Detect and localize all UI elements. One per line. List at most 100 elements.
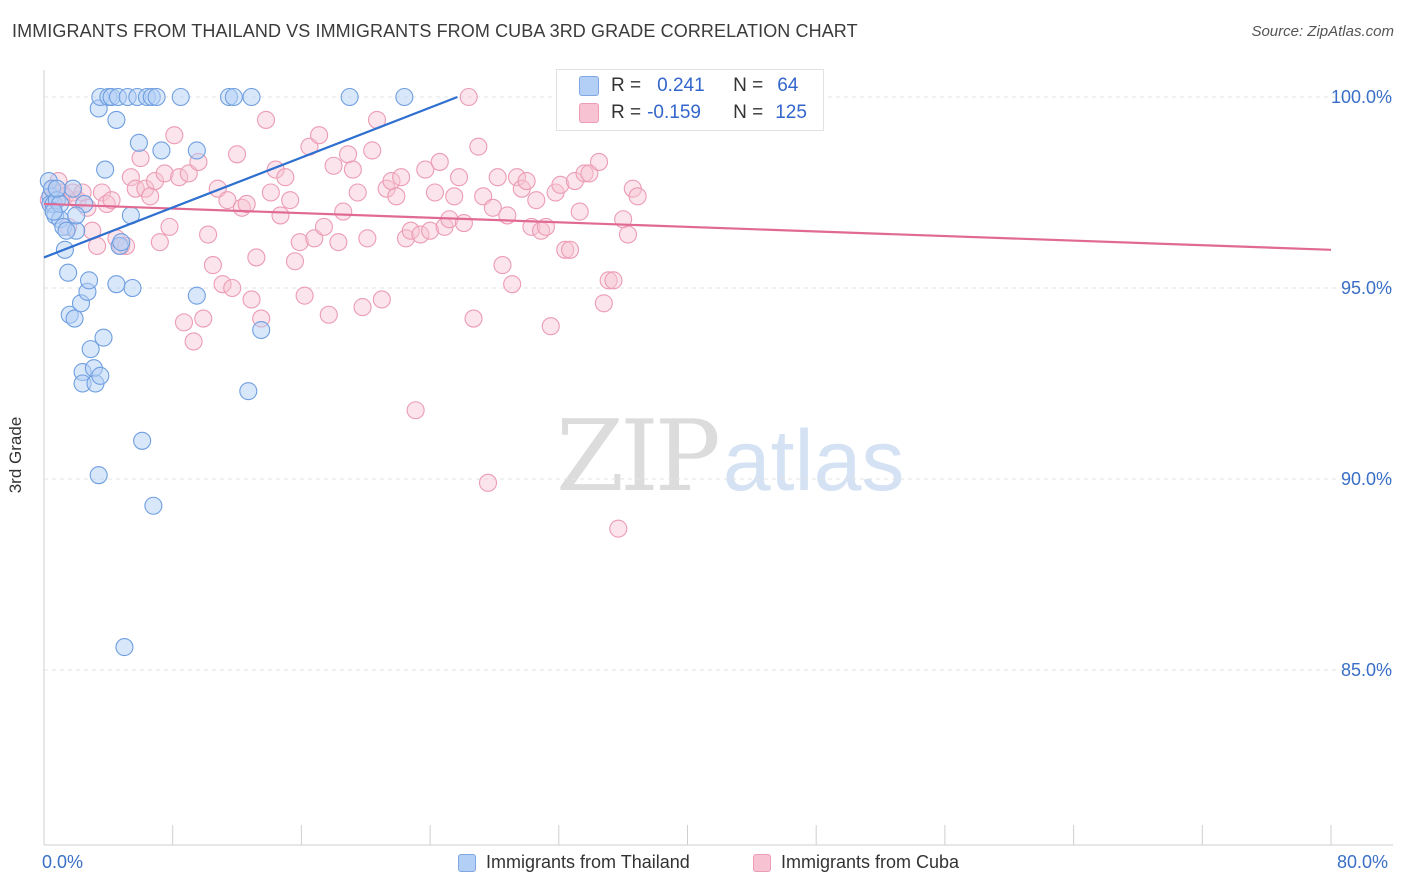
cuba-point [406, 401, 425, 420]
thailand-point [129, 133, 148, 152]
thailand-point [96, 160, 115, 179]
cuba-point [165, 126, 184, 145]
thailand-point [187, 286, 206, 305]
cuba-point [599, 271, 618, 290]
cuba-point [464, 309, 483, 328]
cuba-point [372, 290, 391, 309]
cuba-point [459, 87, 478, 107]
r-label: R = [611, 75, 642, 96]
cuba-point [488, 168, 507, 187]
cuba-point [218, 191, 237, 210]
series-thailand [39, 87, 414, 657]
cuba-point [276, 168, 295, 187]
cuba-point [411, 225, 430, 244]
cuba-point [589, 152, 609, 171]
thailand-point [91, 366, 110, 385]
cuba-point [242, 290, 261, 309]
trend-lines [43, 95, 1332, 259]
legend-item-cuba[interactable]: Immigrants from Cuba [753, 852, 959, 873]
thailand-point [340, 87, 359, 107]
thailand-point [65, 309, 84, 328]
y-tick-label-85: 85.0% [1340, 660, 1392, 680]
cuba-point [609, 519, 628, 538]
legend-swatch-cuba [753, 853, 771, 872]
cuba-point [450, 168, 469, 187]
cuba-point [92, 183, 111, 202]
cuba-point [618, 225, 638, 244]
stats-legend-box: R = 0.241 N = 64 R = -0.159 N = 125 [556, 69, 824, 131]
cuba-point [575, 164, 594, 183]
cuba-point [478, 473, 498, 492]
watermark: ZIPatlas [556, 400, 904, 514]
cuba-point [281, 191, 300, 210]
cuba-point [594, 294, 613, 313]
thailand-point [94, 328, 113, 347]
x-tick-label-min: 0.0% [42, 852, 84, 872]
thailand-point [107, 110, 126, 129]
legend-item-thailand[interactable]: Immigrants from Thailand [458, 852, 690, 873]
watermark-zip: ZIP [556, 400, 721, 514]
thailand-point [115, 638, 134, 657]
cuba-point [247, 248, 266, 267]
cuba-point [150, 233, 169, 252]
cuba-point [628, 187, 647, 206]
cuba-point [319, 305, 338, 324]
cuba-point [324, 156, 343, 175]
cuba-point [454, 214, 473, 233]
stats-row-cuba: R = -0.159 N = 125 [579, 100, 807, 126]
cuba-point [145, 171, 165, 191]
thailand-trend-line [43, 95, 458, 259]
cuba-point [565, 171, 584, 191]
thailand-n-value: 64 [777, 75, 799, 96]
cuba-point [290, 233, 309, 252]
cuba-swatch [579, 103, 599, 123]
cuba-point [194, 309, 213, 328]
n-label: N = [733, 75, 764, 96]
bottom-legend: Immigrants from Thailand Immigrants from… [0, 852, 1406, 878]
cuba-point [493, 256, 512, 275]
thailand-point [252, 320, 271, 340]
source-label: Source: ZipAtlas.com [1251, 23, 1394, 40]
axes [43, 70, 1393, 846]
thailand-point [239, 382, 258, 401]
watermark-atlas: atlas [722, 413, 905, 509]
cuba-point [604, 271, 623, 290]
cuba-point [517, 171, 536, 191]
cuba-point [551, 175, 570, 194]
series-cuba [39, 87, 647, 538]
cuba-point [223, 278, 242, 298]
cuba-point [425, 183, 444, 202]
thailand-point [395, 87, 414, 107]
cuba-point [295, 286, 314, 305]
cuba-point [343, 160, 362, 179]
cuba-point [570, 202, 589, 221]
cuba-point [430, 152, 449, 171]
thailand-point [79, 271, 99, 290]
cuba-point [329, 233, 348, 252]
cuba-point [416, 160, 435, 179]
r-label: R = [611, 102, 642, 123]
cuba-n-value: 125 [775, 102, 807, 123]
thailand-swatch [579, 76, 599, 96]
cuba-point [469, 137, 488, 156]
thailand-point [89, 466, 108, 485]
cuba-point [126, 179, 145, 198]
cuba-point [256, 110, 276, 129]
cuba-point [237, 194, 256, 214]
cuba-r-value: -0.159 [647, 102, 701, 123]
cuba-point [421, 221, 440, 240]
cuba-point [160, 217, 179, 236]
cuba-point [271, 206, 290, 225]
cuba-point [353, 298, 372, 317]
thailand-point [107, 275, 126, 294]
thailand-point [224, 87, 243, 107]
thailand-point [123, 278, 142, 298]
chart-title: IMMIGRANTS FROM THAILAND VS IMMIGRANTS F… [12, 21, 858, 41]
cuba-point [285, 252, 305, 271]
thailand-point [242, 87, 261, 107]
y-tick-label-90: 90.0% [1340, 469, 1392, 489]
thailand-point [67, 206, 86, 225]
cuba-point [334, 202, 353, 221]
y-tick-label-100: 100.0% [1330, 87, 1392, 107]
